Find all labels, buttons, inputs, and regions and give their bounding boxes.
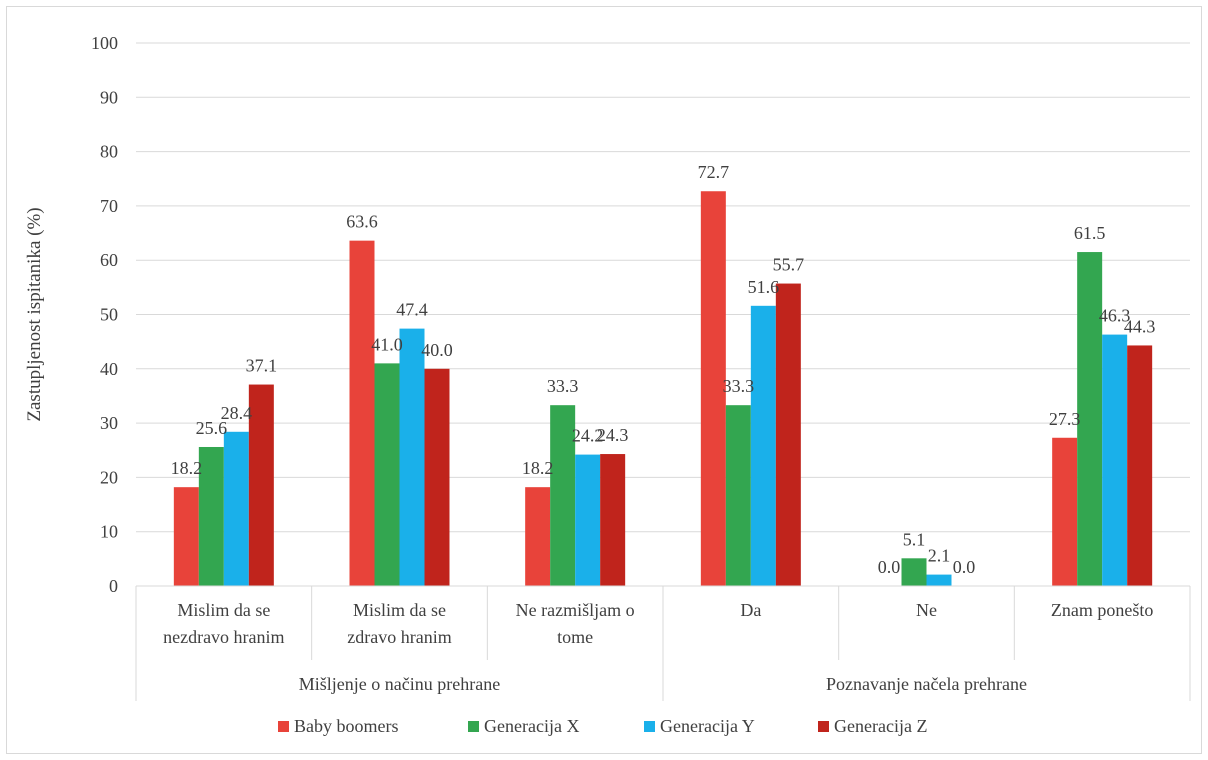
y-tick-label: 100 [91,33,118,53]
y-tick-label: 10 [100,522,118,542]
bar [1127,345,1153,586]
bar [248,384,274,586]
bar [750,305,776,586]
y-tick-label: 0 [109,576,118,596]
data-label: 44.3 [1124,316,1156,336]
x-tick-label: Ne [916,600,937,620]
legend-entry: Generacija Y [660,716,755,736]
data-label: 28.4 [221,403,253,423]
data-label: 51.6 [748,277,780,297]
x-tick-label: tome [557,627,593,647]
bar [575,454,601,586]
data-label: 63.6 [346,212,378,232]
x-axis: Mislim da se nezdravo hranim Mislim da se z… [135,585,1191,701]
data-label: 27.3 [1049,409,1081,429]
data-label: 25.6 [196,418,228,438]
bar [550,405,576,586]
y-tick-label: 40 [100,359,118,379]
chart-frame [6,6,1202,754]
data-label: 18.2 [171,458,203,478]
legend-swatch [278,721,289,732]
data-label: 33.3 [723,376,755,396]
bar [775,283,801,586]
data-label: 55.7 [773,255,805,275]
data-label: 61.5 [1074,223,1106,243]
y-axis-label: Zastupljenost ispitanika (%) [24,207,45,421]
y-tick-label: 70 [100,196,118,216]
x-tick-label: Mislim da se [353,600,446,620]
data-label: 72.7 [698,162,730,182]
bar [901,558,927,586]
data-label: 46.3 [1099,306,1131,326]
data-label: 40.0 [421,340,453,360]
x-tick-label: Znam ponešto [1051,600,1153,620]
legend: Baby boomers Generacija X Generacija Y Gene… [278,716,927,736]
bar [223,431,249,586]
gridlines [136,42,1190,587]
x-tick-label: Ne razmišljam o [516,600,635,620]
data-label: 5.1 [903,529,926,549]
legend-entry: Generacija X [484,716,579,736]
x-tick-label: nezdravo hranim [163,627,284,647]
data-label: 24.3 [597,425,629,445]
data-label: 18.2 [522,458,554,478]
y-tick-label: 30 [100,413,118,433]
data-label: 24.2 [572,426,604,446]
bar [600,454,626,586]
data-label: 47.4 [396,300,428,320]
legend-swatch [468,721,479,732]
legend-entry: Generacija Z [834,716,927,736]
x-tick-label: Da [740,600,761,620]
bar [173,487,199,586]
bar [198,446,224,586]
data-label: 0.0 [953,557,976,577]
x-tick-label: Mislim da se [177,600,270,620]
y-tick-label: 50 [100,305,118,325]
y-tick-label: 80 [100,142,118,162]
y-tick-label: 90 [100,87,118,107]
legend-swatch [644,721,655,732]
bar [399,328,425,586]
data-label: 2.1 [928,546,951,566]
bar [424,368,450,586]
data-label: 0.0 [878,557,901,577]
data-label: 41.0 [371,334,403,354]
legend-swatch [818,721,829,732]
bar [349,240,375,587]
bar [700,191,726,586]
bar [1077,252,1103,586]
bars [173,191,1153,587]
data-label: 37.1 [246,356,278,376]
y-tick-label: 20 [100,467,118,487]
bar [525,487,551,586]
legend-entry: Baby boomers [294,716,398,736]
y-axis-ticks: 0 10 20 30 40 50 60 70 80 90 100 [91,33,118,596]
bar [1102,334,1128,586]
bar [926,574,952,586]
bar [374,363,400,586]
x-group-label: Mišljenje o načinu prehrane [299,674,500,694]
y-tick-label: 60 [100,250,118,270]
x-group-label: Poznavanje načela prehrane [826,674,1027,694]
bar [1052,437,1078,586]
data-labels: 18.2 63.6 18.2 72.7 27.3 25.6 41.0 33.3 33.3 5.1 6… [171,162,1156,577]
bar [725,405,751,586]
x-tick-label: zdravo hranim [347,627,451,647]
data-label: 33.3 [547,376,579,396]
